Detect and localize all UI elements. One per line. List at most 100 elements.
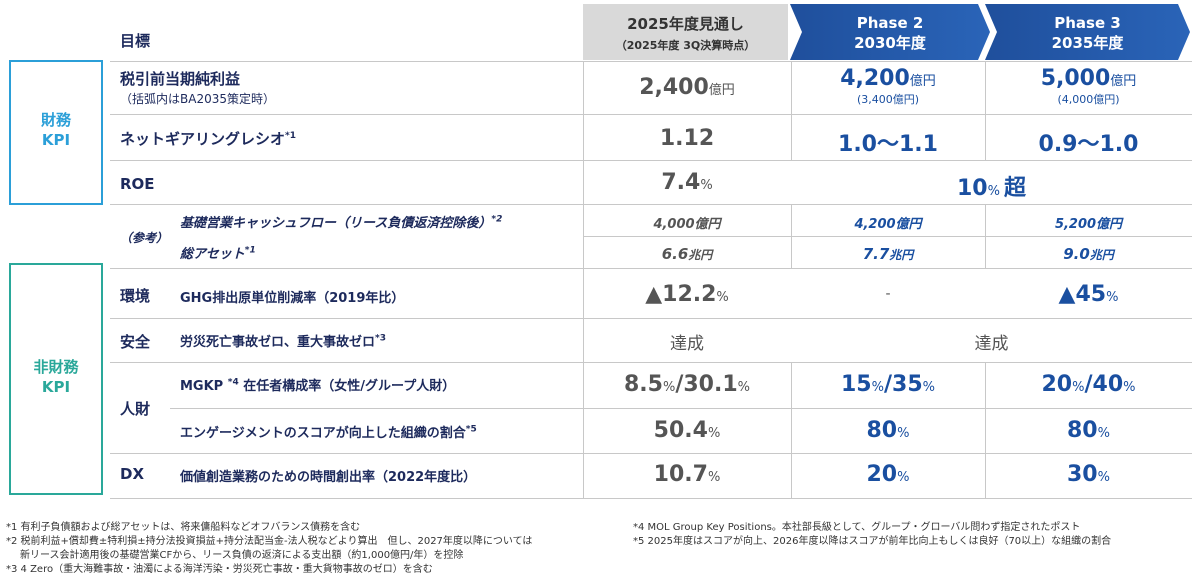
engagement-2030-unit: % bbox=[897, 426, 910, 441]
footnote-1: *1 有利子負債額および総アセットは、将来傭船料などオフバランス債務を含む bbox=[6, 522, 361, 533]
ngr-2025-value: 1.12 bbox=[659, 126, 715, 151]
roe-target: 10% 超 bbox=[791, 170, 1192, 202]
row-divider bbox=[110, 61, 1192, 62]
profit-2030-value: 4,200 bbox=[840, 66, 910, 91]
engagement-2035: 80% bbox=[985, 418, 1192, 443]
row-divider bbox=[110, 114, 1192, 115]
col-header-phase2: Phase 2 2030年度 bbox=[790, 4, 990, 60]
engagement-2030-value: 80 bbox=[866, 418, 898, 443]
footnote-3: *3 4 Zero（重大海難事故・油濁による海洋汚染・労災死亡事故・重大貨物事故… bbox=[6, 564, 433, 575]
assets-2025: 6.6兆円 bbox=[583, 245, 791, 263]
nonfinancial-kpi-label-2: KPI bbox=[41, 378, 71, 396]
mgkp-2035-unit-a: % bbox=[1072, 380, 1085, 395]
assets-note: *1 bbox=[244, 245, 256, 256]
profit-2030: 4,200億円 (3,400億円) bbox=[791, 66, 985, 107]
environment-group: 環境 bbox=[120, 287, 151, 305]
assets-label-text: 総アセット bbox=[180, 247, 245, 262]
mgkp-2030-unit-b: % bbox=[922, 380, 935, 395]
phase3-year: 2035年度 bbox=[1051, 34, 1124, 52]
col-divider bbox=[791, 204, 792, 268]
mgkp-2025: 8.5%/30.1% bbox=[583, 372, 791, 397]
mgkp-2025-unit-b: % bbox=[737, 380, 751, 395]
row-divider bbox=[110, 204, 1192, 205]
assets-label: 総アセット*1 bbox=[180, 243, 256, 262]
row-divider bbox=[110, 160, 1192, 161]
mgkp-2035-women: 20 bbox=[1041, 372, 1073, 397]
mgkp-2035-slash: / bbox=[1084, 372, 1093, 397]
engagement-2025-value: 50.4 bbox=[653, 418, 708, 443]
footnote-5: *5 2025年度はスコアが向上、2026年度以降はスコアが前年比向上もしくは良… bbox=[633, 536, 1112, 547]
col-header-2025-title: 2025年度見通し bbox=[627, 15, 744, 33]
row-divider bbox=[110, 362, 1192, 363]
profit-2030-unit: 億円 bbox=[909, 74, 936, 89]
ngr-note: *1 bbox=[285, 131, 296, 141]
mgkp-2030-slash: / bbox=[883, 372, 893, 397]
financial-kpi-label-2: KPI bbox=[41, 131, 71, 149]
phase2-arrow-shape bbox=[790, 4, 990, 60]
dx-2035: 30% bbox=[985, 462, 1192, 487]
cf-2025: 4,000億円 bbox=[653, 217, 721, 232]
mgkp-2035: 20%/40% bbox=[985, 372, 1192, 397]
goal-header: 目標 bbox=[120, 32, 151, 50]
dx-2030-value: 20 bbox=[866, 462, 898, 487]
phase2-year: 2030年度 bbox=[854, 34, 926, 52]
assets-2035-unit: 兆円 bbox=[1089, 248, 1114, 262]
col-header-2025-subtitle: （2025年度 3Q決算時点） bbox=[615, 39, 756, 52]
profit-2025-unit: 億円 bbox=[708, 83, 735, 98]
dx-2035-unit: % bbox=[1097, 470, 1110, 485]
safety-label-text: 労災死亡事故ゼロ、重大事故ゼロ bbox=[180, 335, 376, 350]
roe-2025-unit: % bbox=[700, 178, 713, 193]
roe-target-suffix: 超 bbox=[1003, 176, 1026, 201]
mgkp-2035-unit-b: % bbox=[1123, 380, 1136, 395]
engagement-label-text: エンゲージメントのスコアが向上した組織の割合 bbox=[180, 426, 466, 441]
assets-2030: 7.7兆円 bbox=[791, 245, 985, 263]
cf-2030: 4,200億円 bbox=[854, 217, 922, 232]
mgkp-2030-unit-a: % bbox=[871, 380, 884, 395]
safety-group: 安全 bbox=[120, 333, 151, 351]
engagement-label: エンゲージメントのスコアが向上した組織の割合*5 bbox=[180, 422, 477, 441]
nonfinancial-kpi-box: 非財務 KPI bbox=[9, 263, 103, 495]
dx-2025: 10.7% bbox=[583, 462, 791, 487]
profit-2035: 5,000億円 (4,000億円) bbox=[985, 66, 1192, 107]
assets-2030-unit: 兆円 bbox=[889, 248, 914, 262]
dx-label: 価値創造業務のための時間創出率（2022年度比） bbox=[180, 470, 477, 485]
cf-label: 基礎営業キャッシュフロー（リース負債返済控除後）*2 bbox=[180, 212, 502, 231]
financial-kpi-box: 財務 KPI bbox=[9, 60, 103, 205]
ngr-2035-value: 0.9〜1.0 bbox=[1038, 132, 1139, 157]
roe-2025-value: 7.4 bbox=[661, 170, 701, 195]
safety-target-value: 達成 bbox=[974, 334, 1009, 354]
roe-label: ROE bbox=[120, 175, 155, 193]
mgkp-2025-unit-a: % bbox=[662, 380, 676, 395]
phase3-title: Phase 3 bbox=[1054, 14, 1121, 32]
engagement-2035-value: 80 bbox=[1067, 418, 1098, 443]
engagement-2025: 50.4% bbox=[583, 418, 791, 443]
mgkp-label-a: MGKP bbox=[180, 379, 224, 394]
financial-kpi-label-1: 財務 bbox=[40, 111, 71, 129]
profit-2030-original: (3,400億円) bbox=[856, 93, 920, 106]
mgkp-2025-group: 30.1 bbox=[683, 372, 738, 397]
profit-label: 税引前当期純利益 bbox=[120, 70, 241, 88]
col-divider bbox=[985, 61, 986, 160]
row-divider bbox=[110, 453, 1192, 454]
dx-2035-value: 30 bbox=[1067, 462, 1098, 487]
dx-group: DX bbox=[120, 465, 145, 483]
row-divider bbox=[170, 408, 1192, 409]
profit-2025-value: 2,400 bbox=[639, 75, 709, 100]
mgkp-2035-group: 40 bbox=[1092, 372, 1124, 397]
engagement-2035-unit: % bbox=[1097, 426, 1110, 441]
environment-2025-value: ▲12.2 bbox=[645, 282, 717, 307]
cf-2035: 5,200億円 bbox=[1054, 217, 1123, 232]
safety-note: *3 bbox=[375, 333, 386, 344]
row-divider bbox=[110, 498, 1192, 499]
profit-2035-original: (4,000億円) bbox=[1057, 93, 1120, 106]
safety-label: 労災死亡事故ゼロ、重大事故ゼロ*3 bbox=[180, 331, 386, 350]
talent-group: 人財 bbox=[120, 400, 151, 418]
mgkp-2025-women: 8.5 bbox=[623, 372, 663, 397]
engagement-2025-unit: % bbox=[707, 426, 721, 441]
safety-2025-value: 達成 bbox=[670, 334, 704, 354]
dx-2025-value: 10.7 bbox=[653, 462, 708, 487]
mgkp-label-b: 在任者構成率（女性/グループ人財） bbox=[243, 379, 456, 394]
phase2-title: Phase 2 bbox=[856, 14, 924, 32]
footnote-4: *4 MOL Group Key Positions。本社部長級として、グループ… bbox=[633, 522, 1081, 533]
environment-label: GHG排出原単位削減率（2019年比） bbox=[180, 291, 405, 306]
